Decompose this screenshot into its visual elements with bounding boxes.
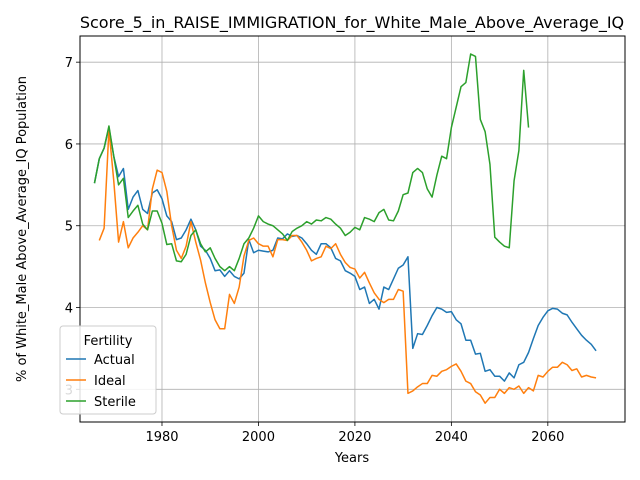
axis-ticks: 1980200020202040206034567 bbox=[65, 56, 565, 445]
y-tick-label: 5 bbox=[65, 220, 73, 235]
y-axis-title: % of White_Male Above_Average_IQ Populat… bbox=[15, 76, 30, 382]
legend-box bbox=[59, 325, 157, 415]
legend: Fertility Actual Ideal Sterile bbox=[59, 325, 157, 415]
legend-label-actual: Actual bbox=[94, 353, 135, 368]
x-tick-label: 2000 bbox=[242, 430, 275, 445]
legend-label-sterile: Sterile bbox=[94, 395, 136, 410]
y-tick-label: 7 bbox=[65, 56, 73, 71]
legend-title: Fertility bbox=[84, 334, 133, 349]
x-tick-label: 2040 bbox=[435, 430, 468, 445]
series-line-actual bbox=[93, 126, 597, 382]
y-tick-label: 6 bbox=[65, 138, 73, 153]
plot-frame bbox=[79, 35, 626, 423]
x-tick-label: 1980 bbox=[145, 430, 178, 445]
x-tick-label: 2060 bbox=[531, 430, 564, 445]
y-tick-label: 4 bbox=[65, 302, 73, 317]
x-axis-title: Years bbox=[334, 451, 370, 466]
series-line-sterile bbox=[93, 53, 530, 272]
chart-title: Score_5_in_RAISE_IMMIGRATION_for_White_M… bbox=[80, 13, 624, 33]
x-tick-label: 2020 bbox=[338, 430, 371, 445]
series-line-ideal bbox=[98, 128, 597, 404]
series-lines bbox=[93, 53, 597, 404]
grid bbox=[80, 36, 625, 422]
legend-label-ideal: Ideal bbox=[94, 374, 126, 389]
